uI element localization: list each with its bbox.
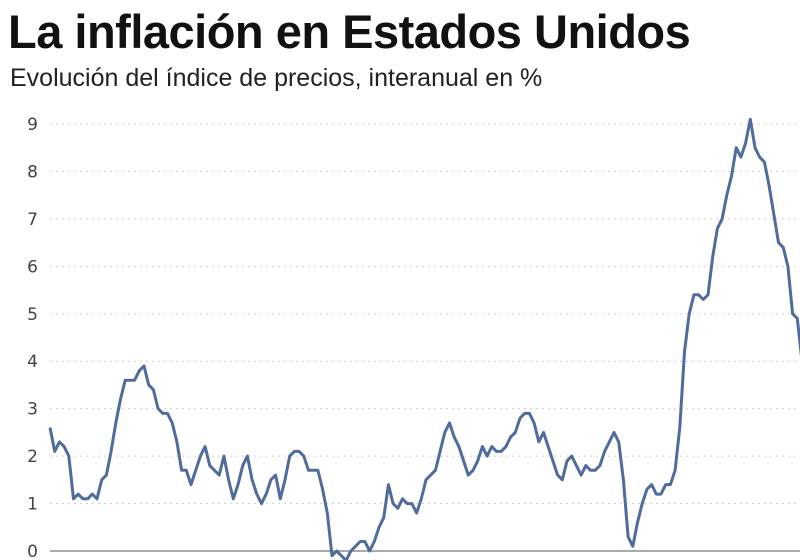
y-tick-label-9: 9 [27, 115, 38, 135]
series-line-0 [48, 117, 800, 560]
y-tick-label-8: 8 [27, 162, 38, 182]
y-tick-label-5: 5 [27, 305, 38, 325]
y-tick-label-4: 4 [27, 352, 38, 372]
y-tick-label-2: 2 [27, 447, 38, 467]
y-tick-label-6: 6 [27, 257, 38, 277]
y-tick-label-0: 0 [27, 542, 38, 560]
chart-title: La inflación en Estados Unidos [8, 5, 691, 58]
y-axis: 0 1 2 3 4 5 6 7 8 9 [27, 115, 38, 560]
y-tick-label-7: 7 [27, 210, 38, 230]
gridlines [50, 123, 800, 552]
chart-subtitle: Evolución del índice de precios, interan… [10, 64, 543, 92]
y-tick-label-1: 1 [27, 495, 38, 515]
y-tick-label-3: 3 [27, 400, 38, 420]
series-group [48, 117, 800, 560]
